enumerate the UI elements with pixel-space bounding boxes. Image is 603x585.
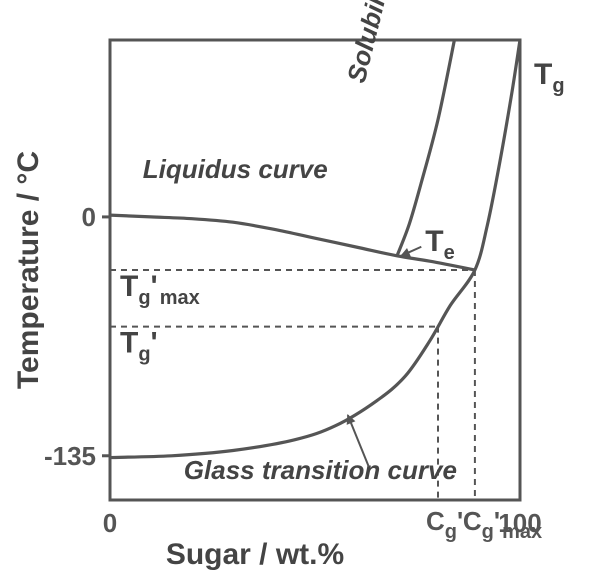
svg-text:Tg': Tg' (120, 327, 158, 366)
y-axis-title: Temperature / °C (12, 151, 45, 389)
solubility-curve (397, 40, 454, 256)
liquidus-curve (110, 215, 475, 270)
svg-text:Te: Te (425, 225, 454, 264)
solubility-label: Solubility curve (341, 0, 417, 86)
svg-text:Tg'max: Tg'max (120, 270, 200, 309)
y-tick-label: -135 (44, 441, 96, 471)
plot-frame (110, 40, 520, 500)
y-tick-label: 0 (82, 202, 96, 232)
x-tick-label: 0 (103, 508, 117, 538)
x-special-tick: Cg' (426, 506, 463, 543)
glass-transition-curve (110, 40, 520, 458)
x-axis-title: Sugar / wt.% (166, 538, 344, 571)
glass-transition-label: Glass transition curve (184, 455, 457, 485)
chart-svg: 0-135Tg'maxTg'0100Cg'Cg'maxTemperature /… (0, 0, 603, 585)
svg-text:Tg: Tg (534, 58, 565, 97)
phase-diagram-chart: 0-135Tg'maxTg'0100Cg'Cg'maxTemperature /… (0, 0, 603, 585)
liquidus-label: Liquidus curve (143, 154, 328, 184)
